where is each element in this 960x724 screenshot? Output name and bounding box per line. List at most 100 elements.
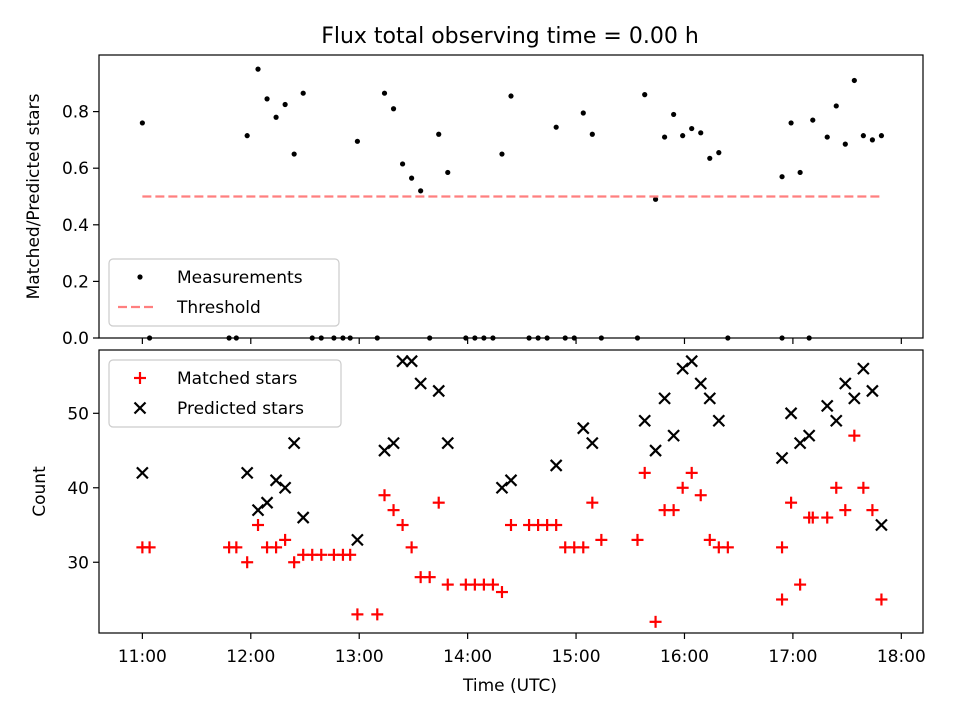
predicted-point [802, 429, 816, 442]
bottom-panel: 30 40 50 11:00 12:00 13:00 14:00 15:00 16:00 17:0… [30, 349, 926, 667]
legend-swatch-plus [134, 372, 146, 384]
top-y-tick-label: 0.8 [62, 103, 89, 123]
matched-point [441, 578, 454, 591]
bottom-y-tick-label: 50 [67, 404, 89, 424]
predicted-point [694, 377, 708, 390]
predicted-point [495, 481, 509, 495]
matched-point [649, 615, 662, 628]
x-tick-label: 17:00 [768, 647, 817, 667]
predicted-point [296, 511, 310, 524]
predicted-point [287, 436, 301, 450]
marker-x-b [638, 414, 651, 428]
marker-dot [282, 101, 288, 108]
legend-swatch-dot [137, 274, 143, 280]
measurement-point [354, 138, 361, 144]
marker-x-b [649, 444, 662, 457]
top-y-axis-label: Matched/Predicted stars [24, 93, 44, 299]
matched-point [405, 541, 418, 554]
marker-dot [652, 196, 659, 202]
predicted-point [432, 384, 445, 398]
marker-dot [707, 155, 713, 161]
marker-dot [580, 110, 586, 116]
measurement-point [869, 137, 876, 143]
marker-dot [833, 103, 839, 109]
predicted-point [685, 354, 698, 368]
top-y-tick-label: 0.4 [62, 216, 89, 236]
marker-dot [680, 133, 686, 139]
predicted-point [441, 436, 455, 450]
marker-x-b [793, 436, 807, 450]
matched-point [351, 608, 364, 621]
predicted-point [820, 399, 834, 413]
marker-dot [273, 114, 279, 120]
measurement-point [580, 110, 586, 116]
measurement-point [418, 188, 424, 194]
x-tick-label: 14:00 [443, 647, 492, 667]
measurement-point [851, 77, 857, 84]
measurement-point [878, 133, 885, 139]
top-axes-frame [98, 54, 924, 339]
predicted-point [658, 392, 671, 405]
marker-x-b [432, 384, 445, 398]
matched-point [505, 519, 517, 532]
marker-dot [137, 274, 143, 280]
predicted-point [784, 407, 798, 420]
marker-x-b [694, 377, 708, 390]
predicted-point [549, 459, 563, 472]
x-tick-label: 11:00 [118, 647, 167, 667]
marker-dot [300, 90, 306, 96]
matched-point [143, 541, 156, 554]
measurement-point [671, 111, 677, 118]
top-panel: 0.0 0.2 0.4 0.6 0.8 Matched/Predicted stars Me… [24, 54, 924, 349]
marker-dot [779, 174, 785, 180]
top-legend-box [108, 258, 340, 327]
predicted-point [586, 436, 599, 450]
marker-dot [508, 93, 514, 99]
predicted-point [414, 377, 427, 390]
marker-x-b [504, 474, 518, 487]
top-y-tick-label: 0.6 [62, 159, 89, 179]
matched-point [866, 504, 879, 517]
measurement-point [788, 120, 794, 126]
predicted-point [703, 392, 717, 405]
marker-x-b [667, 429, 680, 442]
x-tick-label: 16:00 [660, 647, 709, 667]
marker-x-b [703, 392, 717, 405]
matched-point [667, 504, 680, 517]
marker-x-b [405, 354, 418, 368]
marker-x-b [577, 421, 590, 435]
marker-x-b [866, 384, 879, 398]
marker-dot [244, 133, 250, 139]
measurement-point [652, 196, 659, 202]
marker-x-b [839, 377, 852, 390]
marker-x-b [414, 377, 427, 390]
x-tick-label: 13:00 [335, 647, 384, 667]
measurement-point [833, 103, 839, 109]
matched-point [721, 541, 734, 554]
predicted-point [829, 414, 843, 428]
predicted-point [396, 354, 409, 368]
marker-dot [689, 125, 695, 132]
measurement-point [860, 133, 866, 139]
x-axis-label: Time (UTC) [462, 676, 557, 696]
predicted-point [676, 362, 689, 375]
marker-x-b [676, 362, 689, 375]
matched-point [694, 489, 707, 502]
legend-label: Threshold [176, 298, 261, 318]
marker-x-b [396, 354, 409, 368]
predicted-point [577, 421, 590, 435]
predicted-point [136, 466, 149, 480]
marker-dot [553, 124, 559, 130]
top-y-tick-label: 0.0 [62, 329, 89, 349]
measurement-point [707, 155, 713, 161]
marker-x-b [296, 511, 310, 524]
marker-dot [436, 131, 442, 137]
marker-dot [716, 150, 722, 156]
predicted-point [866, 384, 879, 398]
marker-x-b [269, 474, 283, 487]
x-tick-label: 15:00 [552, 647, 601, 667]
marker-dot [409, 175, 415, 181]
marker-dot [381, 90, 388, 96]
matched-point [371, 608, 384, 621]
